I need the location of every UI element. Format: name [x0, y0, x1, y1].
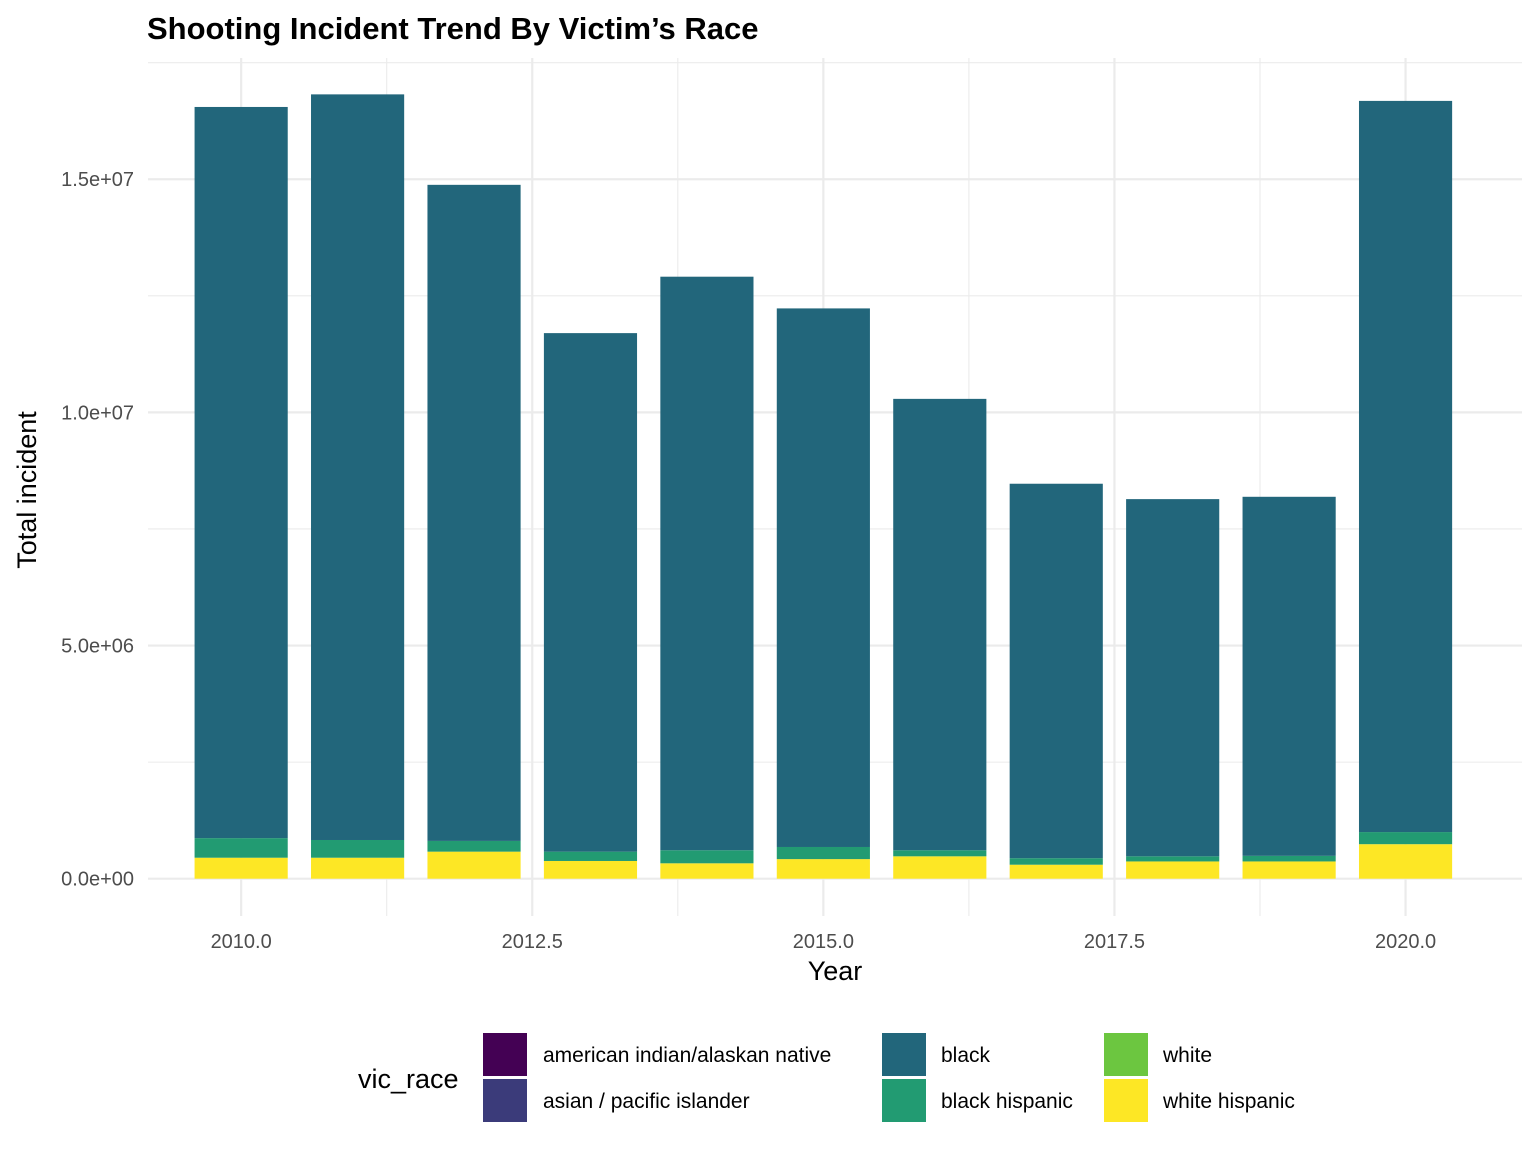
bar-2014-black-hispanic: [660, 850, 754, 864]
bar-2020-white-hispanic: [1358, 844, 1453, 879]
bar-2018-black-hispanic: [1126, 856, 1220, 862]
bar-2010-black-hispanic: [194, 838, 288, 858]
bar-2015-black: [776, 308, 870, 847]
legend-swatch: [882, 1079, 926, 1122]
y-tick-label: 5.0e+06: [61, 636, 134, 658]
legend-swatch: [1104, 1033, 1148, 1076]
bar-2019-white-hispanic: [1242, 861, 1336, 879]
y-tick-label: 0.0e+00: [61, 869, 134, 891]
bar-2013-white-hispanic: [543, 860, 638, 879]
bar-2020-black: [1358, 100, 1453, 833]
x-tick-label: 2012.5: [502, 931, 563, 953]
bar-2010-white-hispanic: [194, 857, 288, 879]
bar-2020-black-hispanic: [1358, 832, 1453, 845]
x-tick-label: 2015.0: [793, 931, 854, 953]
bar-2016-black-hispanic: [893, 850, 987, 857]
x-tick-label: 2020.0: [1375, 931, 1436, 953]
legend-swatch: [882, 1033, 926, 1076]
y-tick-label: 1.0e+07: [61, 402, 134, 424]
bar-2016-black: [893, 398, 987, 851]
bar-2015-white-hispanic: [776, 859, 870, 879]
legend: american indian/alaskan native asian / pa…: [483, 1033, 1295, 1122]
x-tick-label: 2017.5: [1084, 931, 1145, 953]
legend-label: white hispanic: [1162, 1090, 1295, 1113]
bar-2012-white-hispanic: [427, 851, 521, 879]
legend-label: asian / pacific islander: [543, 1090, 750, 1113]
legend-label: black hispanic: [941, 1090, 1073, 1113]
bar-2014-white-hispanic: [660, 863, 754, 879]
bar-2017-black: [1009, 483, 1103, 859]
bar-2019-black: [1242, 496, 1336, 856]
legend-label: american indian/alaskan native: [543, 1044, 831, 1067]
legend-swatch: [483, 1079, 527, 1122]
bar-2017-white-hispanic: [1009, 864, 1103, 879]
legend-swatch: [483, 1033, 527, 1076]
bar-2018-white-hispanic: [1126, 861, 1220, 879]
bar-2015-black-hispanic: [776, 846, 870, 860]
legend-title: vic_race: [358, 1064, 459, 1094]
bar-2019-black-hispanic: [1242, 855, 1336, 862]
bar-2013-black-hispanic: [543, 851, 638, 861]
bar-2011-black: [311, 94, 405, 840]
bar-2018-black: [1126, 499, 1220, 857]
y-axis-ticks: 0.0e+00 5.0e+06 1.0e+07 1.5e+07: [61, 169, 134, 890]
y-tick-label: 1.5e+07: [61, 169, 134, 191]
x-axis-ticks: 2010.0 2012.5 2015.0 2017.5 2020.0: [211, 931, 1437, 953]
bar-2011-black-hispanic: [311, 839, 405, 858]
legend-label: white: [1162, 1044, 1212, 1067]
bar-2011-white-hispanic: [311, 857, 405, 879]
bars: [194, 94, 1453, 879]
legend-label: black: [941, 1044, 991, 1067]
bar-2014-black: [660, 276, 754, 851]
bar-2012-black: [427, 184, 521, 841]
legend-swatch: [1104, 1079, 1148, 1122]
y-axis-title: Total incident: [12, 411, 42, 569]
bar-2013-black: [543, 333, 638, 852]
x-tick-label: 2010.0: [211, 931, 272, 953]
bar-2016-white-hispanic: [893, 856, 987, 879]
bar-2012-black-hispanic: [427, 840, 521, 852]
bar-2010-black: [194, 106, 288, 839]
chart-title: Shooting Incident Trend By Victim’s Race: [147, 11, 759, 46]
bar-2017-black-hispanic: [1009, 858, 1103, 865]
x-axis-title: Year: [808, 956, 863, 986]
